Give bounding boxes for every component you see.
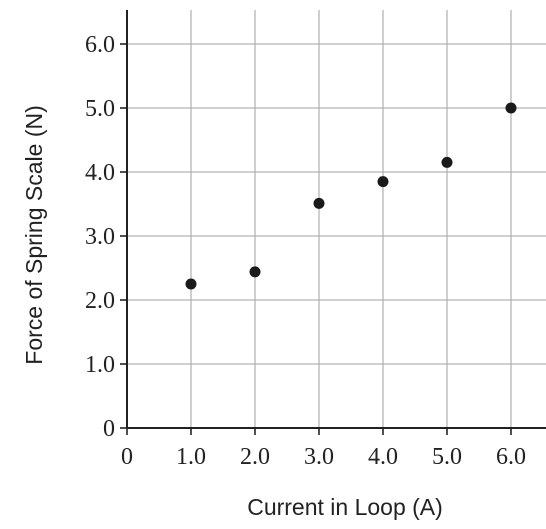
data-points	[185, 102, 517, 290]
axes	[126, 10, 546, 429]
x-tick-label: 6.0	[496, 444, 526, 470]
data-point	[505, 102, 517, 114]
x-tick-label: 0	[121, 444, 133, 470]
ticks: 0 1.0 2.0 3.0 4.0 5.0 6.0 0 1.0 2.0 3.0 4.0 5.0 6.0	[85, 32, 526, 470]
y-tick-label: 1.0	[85, 352, 115, 378]
data-point	[313, 197, 325, 209]
x-tick-label: 1.0	[176, 444, 206, 470]
grid	[127, 10, 546, 428]
y-tick-label: 6.0	[85, 32, 115, 58]
x-axis-title: Current in Loop (A)	[247, 494, 443, 520]
data-point	[377, 176, 389, 188]
y-tick-label: 5.0	[85, 96, 115, 122]
y-tick-label: 2.0	[85, 288, 115, 314]
data-point	[185, 278, 197, 290]
x-tick-label: 2.0	[240, 444, 270, 470]
y-tick-label: 3.0	[85, 224, 115, 250]
x-tick-label: 5.0	[432, 444, 462, 470]
data-point	[441, 156, 453, 168]
x-tick-label: 4.0	[368, 444, 398, 470]
y-tick-label: 4.0	[85, 160, 115, 186]
x-tick-label: 3.0	[304, 444, 334, 470]
y-tick-label: 0	[103, 416, 115, 442]
data-point	[249, 266, 261, 278]
y-axis-title: Force of Spring Scale (N)	[21, 105, 47, 364]
